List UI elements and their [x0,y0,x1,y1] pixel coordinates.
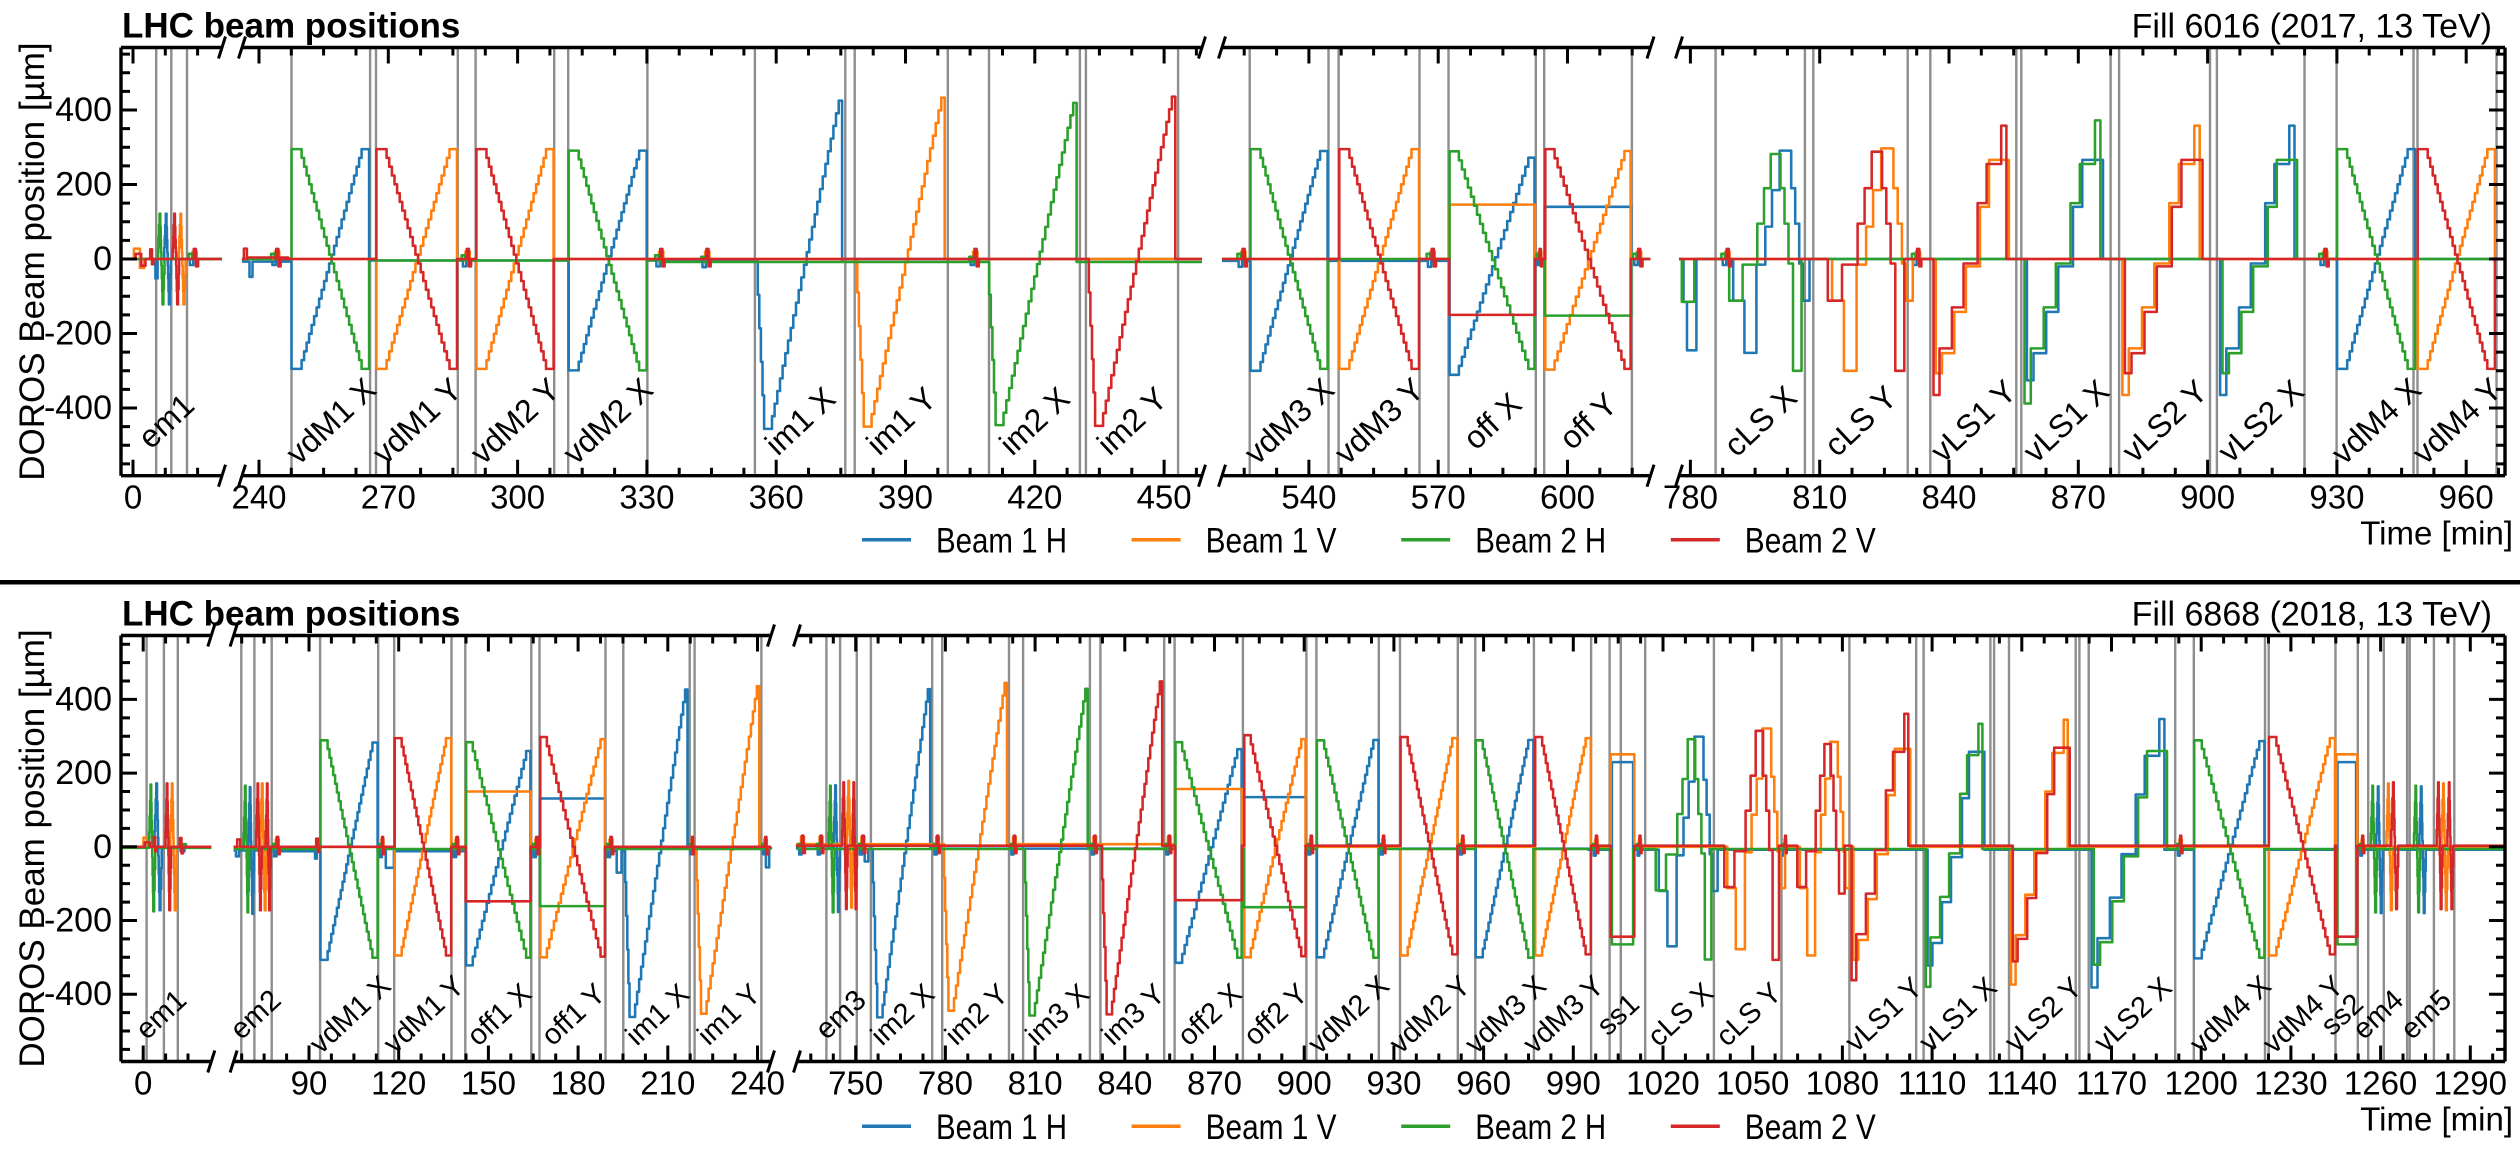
svg-text:750: 750 [828,1064,883,1101]
svg-text:120: 120 [371,1064,426,1101]
svg-text:420: 420 [1007,479,1062,516]
svg-text:90: 90 [291,1064,328,1101]
svg-text:Beam 2 V: Beam 2 V [1745,1108,1877,1147]
svg-text:1290: 1290 [2434,1064,2507,1101]
svg-text:Beam 2 H: Beam 2 H [1475,1108,1606,1147]
svg-text:1200: 1200 [2164,1064,2237,1101]
svg-text:200: 200 [55,754,112,792]
svg-text:390: 390 [878,479,933,516]
svg-text:900: 900 [1277,1064,1332,1101]
svg-text:Beam 1 V: Beam 1 V [1206,521,1338,560]
svg-text:LHC beam positions: LHC beam positions [122,7,460,46]
svg-text:Time [min]: Time [min] [2360,515,2513,552]
svg-text:DOROS Beam position [µm]: DOROS Beam position [µm] [13,42,52,480]
svg-text:960: 960 [1456,1064,1511,1101]
svg-text:0: 0 [124,479,142,516]
svg-text:400: 400 [55,91,112,129]
svg-text:Beam 1 H: Beam 1 H [936,1108,1067,1147]
svg-text:Fill 6868 (2018, 13 TeV): Fill 6868 (2018, 13 TeV) [2132,596,2492,634]
svg-text:570: 570 [1411,479,1466,516]
svg-text:1020: 1020 [1626,1064,1699,1101]
svg-text:240: 240 [231,479,286,516]
svg-text:180: 180 [551,1064,606,1101]
svg-text:LHC beam positions: LHC beam positions [122,595,460,634]
svg-text:200: 200 [55,166,112,204]
svg-text:1230: 1230 [2254,1064,2327,1101]
svg-text:-200: -200 [44,902,112,940]
svg-text:300: 300 [490,479,545,516]
svg-text:0: 0 [93,240,112,278]
svg-text:1110: 1110 [1898,1064,1967,1101]
svg-text:-400: -400 [44,389,112,427]
svg-text:0: 0 [134,1064,152,1101]
svg-text:Beam 2 H: Beam 2 H [1475,521,1606,560]
svg-text:400: 400 [55,680,112,718]
svg-text:540: 540 [1281,479,1336,516]
svg-text:600: 600 [1540,479,1595,516]
svg-text:840: 840 [1097,1064,1152,1101]
svg-text:870: 870 [2051,479,2106,516]
svg-text:1080: 1080 [1806,1064,1879,1101]
svg-text:240: 240 [730,1064,785,1101]
svg-text:Time [min]: Time [min] [2360,1100,2513,1137]
svg-text:1170: 1170 [2076,1064,2147,1101]
svg-text:1260: 1260 [2344,1064,2417,1101]
svg-text:210: 210 [640,1064,695,1101]
svg-text:0: 0 [93,828,112,866]
svg-text:330: 330 [619,479,674,516]
svg-text:930: 930 [2309,479,2364,516]
svg-text:360: 360 [749,479,804,516]
svg-text:Beam 2 V: Beam 2 V [1745,521,1877,560]
svg-text:270: 270 [361,479,416,516]
svg-text:810: 810 [1008,1064,1063,1101]
svg-text:Fill 6016 (2017, 13 TeV): Fill 6016 (2017, 13 TeV) [2132,8,2492,46]
svg-text:450: 450 [1137,479,1192,516]
svg-text:-400: -400 [44,975,112,1013]
svg-text:-200: -200 [44,315,112,353]
svg-text:840: 840 [1921,479,1976,516]
svg-text:930: 930 [1366,1064,1421,1101]
svg-text:Beam 1 H: Beam 1 H [936,521,1067,560]
svg-text:900: 900 [2180,479,2235,516]
svg-text:780: 780 [1663,479,1718,516]
svg-text:Beam 1 V: Beam 1 V [1206,1108,1338,1147]
svg-text:870: 870 [1187,1064,1242,1101]
svg-text:960: 960 [2439,479,2494,516]
svg-text:1050: 1050 [1716,1064,1789,1101]
svg-text:DOROS Beam position [µm]: DOROS Beam position [µm] [13,629,52,1067]
svg-text:780: 780 [918,1064,973,1101]
svg-text:810: 810 [1792,479,1847,516]
svg-text:150: 150 [461,1064,516,1101]
svg-text:1140: 1140 [1986,1064,2057,1101]
svg-text:990: 990 [1546,1064,1601,1101]
